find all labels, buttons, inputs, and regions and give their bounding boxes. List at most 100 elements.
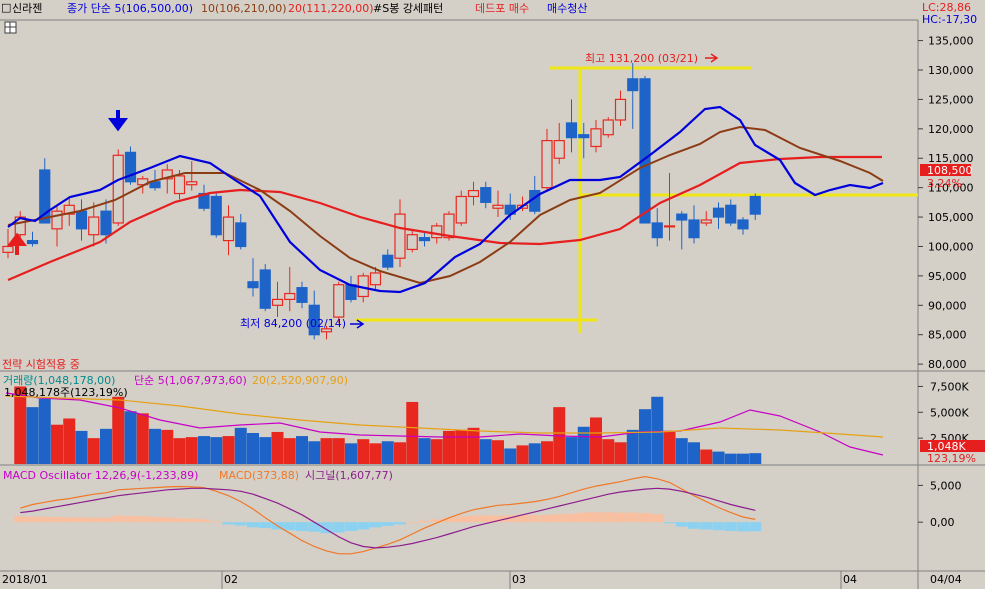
candle-up[interactable]	[663, 225, 676, 228]
volume-bar[interactable]	[332, 438, 345, 464]
volume-bar[interactable]	[26, 407, 39, 464]
candle-down[interactable]	[688, 219, 700, 239]
volume-bar[interactable]	[100, 428, 112, 464]
volume-bar[interactable]	[504, 448, 517, 464]
volume-bar[interactable]	[308, 441, 321, 464]
volume-bar[interactable]	[614, 442, 627, 464]
volume-bar[interactable]	[369, 443, 382, 464]
macd-osc-bar[interactable]	[590, 512, 602, 523]
volume-bar[interactable]	[492, 440, 504, 464]
macd-osc-bar[interactable]	[626, 512, 639, 523]
candle-down[interactable]	[639, 78, 651, 224]
macd-osc-bar[interactable]	[553, 514, 566, 523]
candle-up[interactable]	[553, 139, 565, 159]
candle-down[interactable]	[565, 122, 578, 139]
volume-bar[interactable]	[259, 437, 272, 464]
candle-up[interactable]	[590, 128, 602, 148]
macd-osc-bar[interactable]	[112, 515, 125, 523]
macd-osc-bar[interactable]	[430, 519, 443, 523]
candle-down[interactable]	[651, 222, 663, 239]
candle-up[interactable]	[2, 245, 14, 253]
macd-osc-bar[interactable]	[283, 522, 296, 531]
macd-osc-bar[interactable]	[516, 514, 529, 523]
volume-bar[interactable]	[63, 418, 76, 465]
macd-osc-bar[interactable]	[565, 513, 578, 523]
candle-down[interactable]	[235, 222, 247, 248]
candle-up[interactable]	[614, 98, 627, 121]
volume-bar[interactable]	[75, 430, 88, 464]
volume-bar[interactable]	[516, 445, 529, 464]
macd-osc-bar[interactable]	[724, 522, 737, 532]
candle-down[interactable]	[210, 195, 222, 236]
volume-bar[interactable]	[112, 396, 125, 464]
macd-osc-bar[interactable]	[504, 515, 517, 523]
macd-osc-bar[interactable]	[51, 517, 63, 523]
candle-up[interactable]	[222, 216, 235, 242]
macd-osc-bar[interactable]	[345, 522, 357, 532]
volume-bar[interactable]	[136, 413, 149, 464]
macd-osc-bar[interactable]	[100, 517, 112, 523]
candle-up[interactable]	[51, 210, 63, 230]
volume-bar[interactable]	[639, 409, 651, 464]
volume-bar[interactable]	[430, 439, 443, 464]
macd-osc-bar[interactable]	[663, 522, 676, 524]
chart-menu-icon[interactable]: □	[1, 1, 11, 14]
macd-osc-bar[interactable]	[38, 516, 51, 523]
volume-bar[interactable]	[51, 424, 63, 464]
candle-down[interactable]	[676, 213, 688, 221]
macd-osc-bar[interactable]	[185, 518, 198, 523]
volume-bar[interactable]	[320, 438, 333, 464]
candle-up[interactable]	[186, 181, 198, 186]
candle-down[interactable]	[737, 219, 749, 230]
macd-osc-bar[interactable]	[259, 522, 272, 529]
candle-down[interactable]	[749, 195, 761, 215]
volume-bar[interactable]	[87, 438, 100, 464]
macd-osc-bar[interactable]	[479, 515, 492, 523]
volume-bar[interactable]	[185, 437, 198, 464]
volume-bar[interactable]	[234, 427, 247, 464]
volume-bar[interactable]	[14, 386, 27, 464]
candle-down[interactable]	[578, 134, 590, 139]
volume-bar[interactable]	[271, 431, 284, 464]
volume-bar[interactable]	[737, 453, 749, 464]
macd-osc-bar[interactable]	[247, 522, 259, 528]
candle-down[interactable]	[382, 254, 394, 268]
macd-osc-bar[interactable]	[332, 522, 345, 533]
macd-osc-bar[interactable]	[541, 514, 553, 523]
candle-up[interactable]	[443, 213, 455, 239]
candle-up[interactable]	[541, 139, 553, 189]
candle-down[interactable]	[712, 207, 725, 218]
volume-bar[interactable]	[418, 438, 431, 464]
macd-osc-bar[interactable]	[222, 522, 235, 525]
candle-down[interactable]	[26, 239, 39, 245]
candle-down[interactable]	[259, 269, 271, 309]
candle-down[interactable]	[480, 187, 492, 203]
volume-bar[interactable]	[528, 443, 541, 464]
candle-down[interactable]	[627, 78, 639, 92]
volume-bar[interactable]	[675, 438, 688, 464]
candles[interactable]	[2, 62, 761, 340]
volume-bar[interactable]	[38, 398, 51, 464]
volume-bar[interactable]	[149, 428, 161, 464]
macd-osc-bar[interactable]	[443, 517, 455, 523]
macd-osc-bar[interactable]	[651, 514, 664, 523]
volume-bar[interactable]	[394, 442, 406, 464]
candle-up[interactable]	[173, 175, 186, 195]
candle-down[interactable]	[725, 204, 737, 224]
macd-osc-bar[interactable]	[394, 522, 406, 525]
candle-up[interactable]	[431, 225, 443, 239]
macd-osc-bar[interactable]	[455, 516, 468, 523]
candle-down[interactable]	[124, 151, 137, 183]
macd-osc-bar[interactable]	[492, 515, 504, 523]
macd-osc-bar[interactable]	[675, 522, 688, 527]
volume-bar[interactable]	[749, 453, 762, 464]
candle-up[interactable]	[492, 204, 504, 209]
macd-osc-bar[interactable]	[737, 522, 749, 532]
candle-up[interactable]	[394, 213, 406, 259]
candle-up[interactable]	[88, 216, 100, 236]
macd-osc-bar[interactable]	[149, 517, 161, 523]
volume-bar[interactable]	[357, 439, 370, 464]
macd-osc-bar[interactable]	[528, 515, 541, 523]
candle-down[interactable]	[247, 281, 259, 289]
candle-down[interactable]	[149, 181, 161, 189]
